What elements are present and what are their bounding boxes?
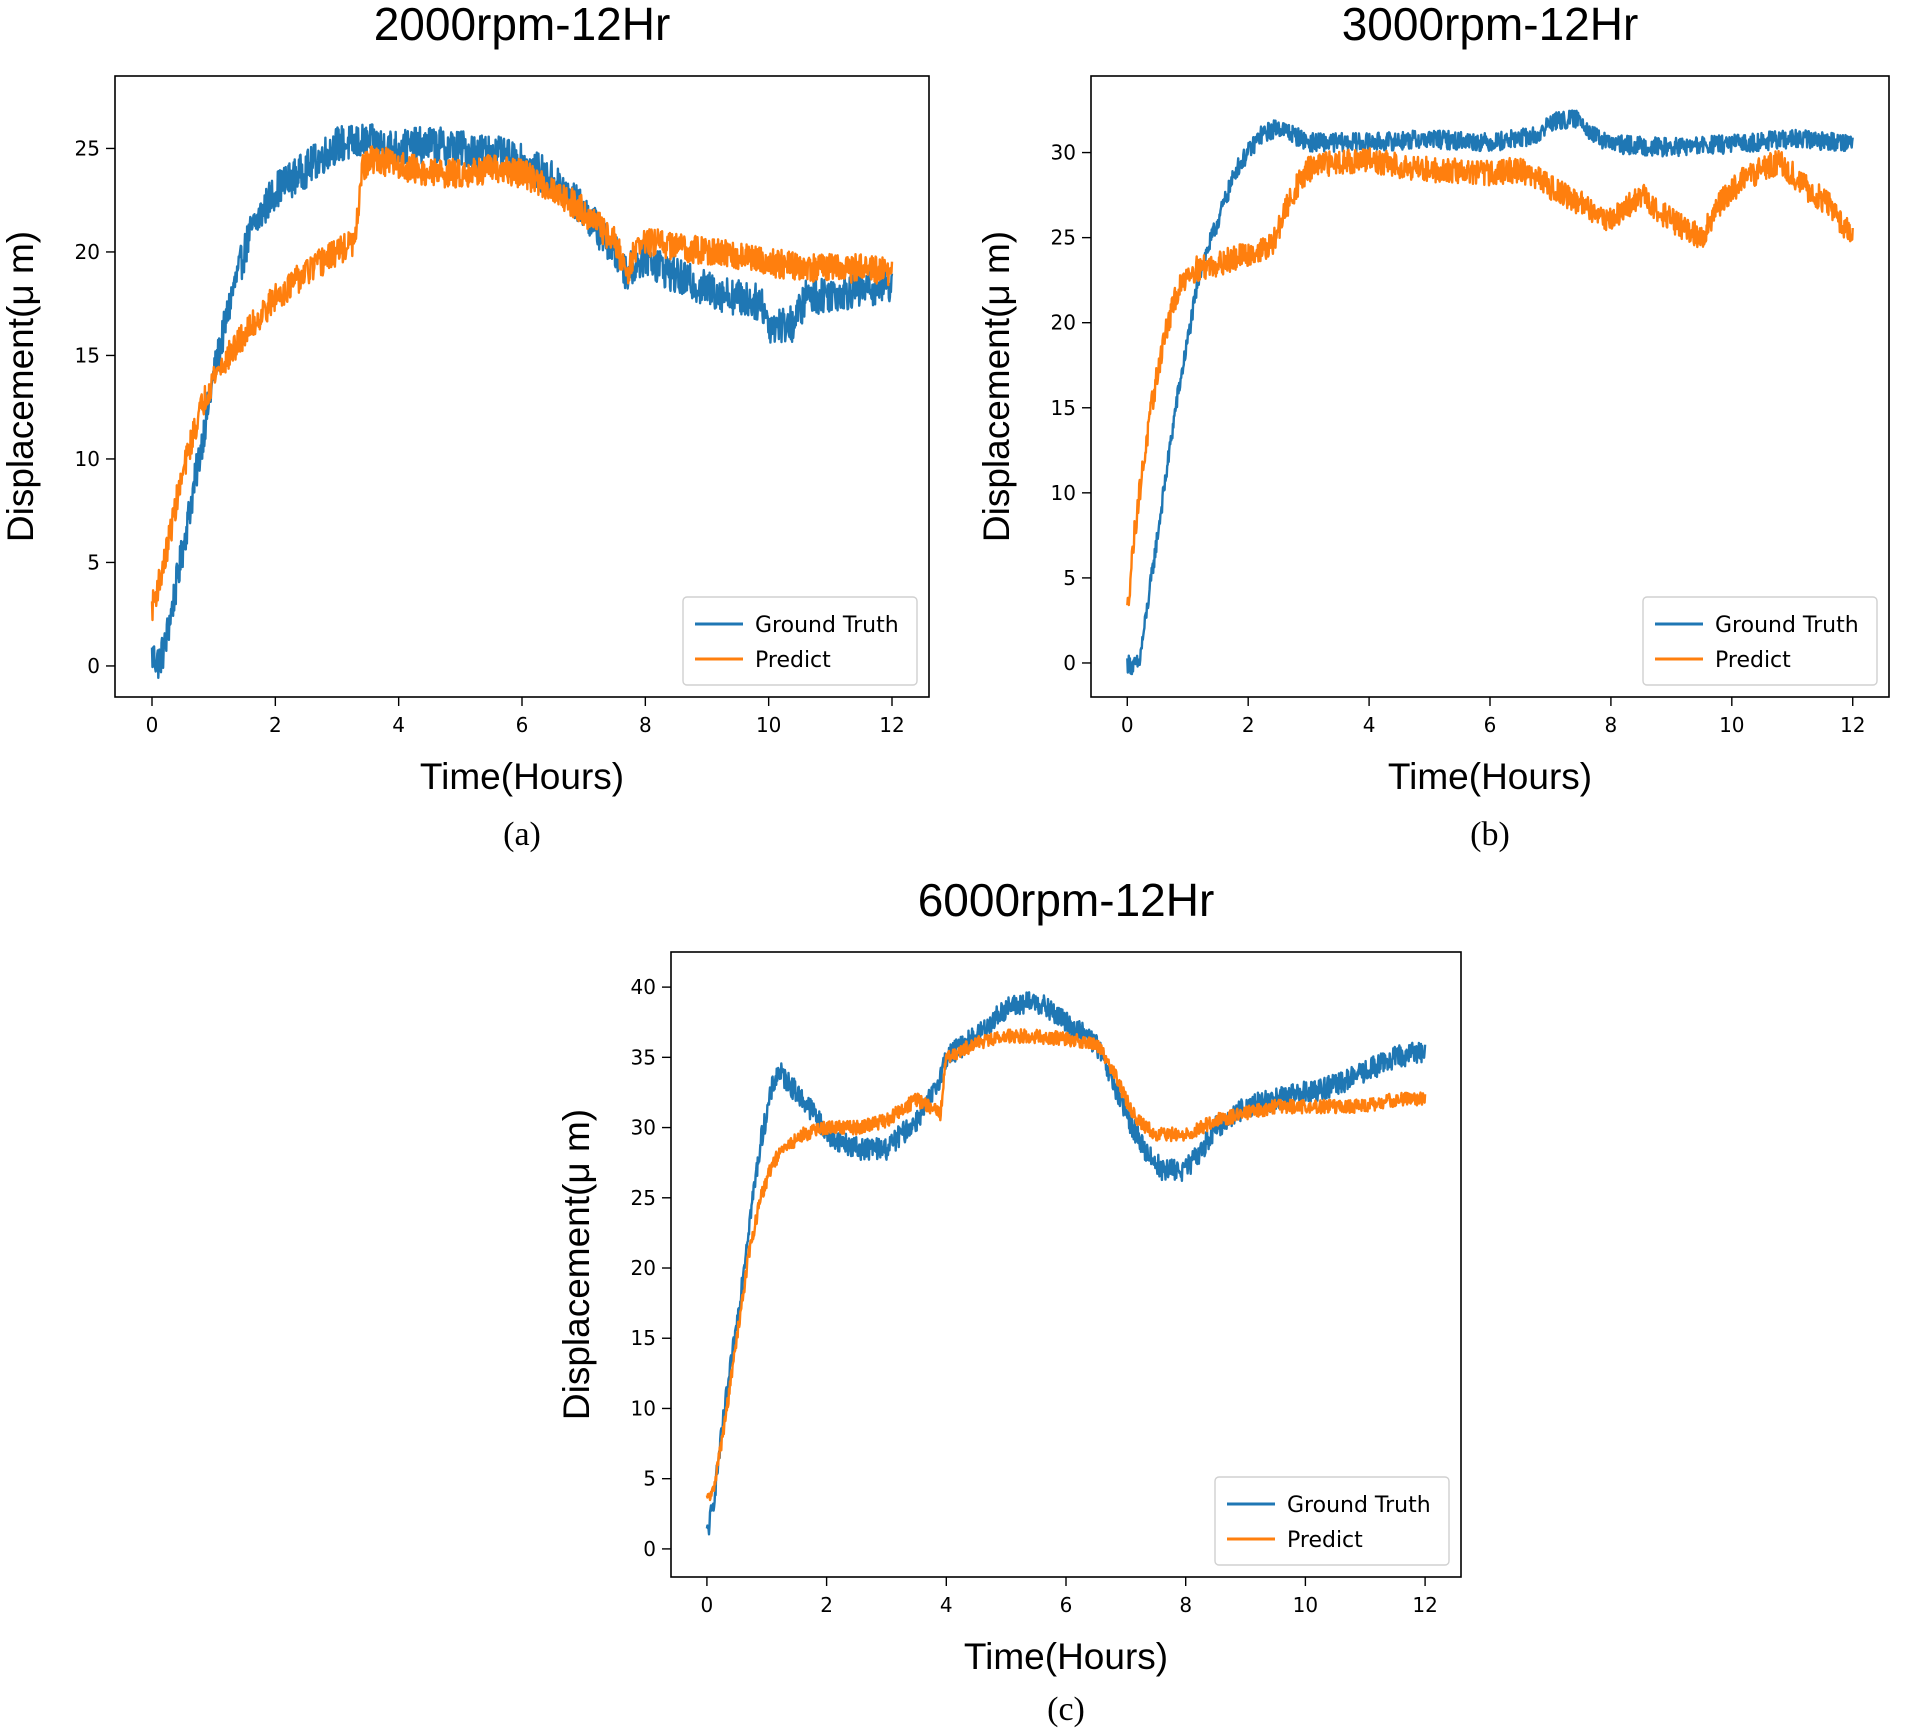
y-tick-label: 25 (75, 136, 100, 160)
y-tick-label: 20 (1051, 311, 1076, 335)
y-tick-label: 0 (1063, 651, 1076, 675)
panel-caption: (a) (503, 816, 541, 853)
x-tick-label: 4 (940, 1593, 953, 1617)
y-tick-label: 40 (631, 975, 656, 999)
y-tick-label: 25 (631, 1186, 656, 1210)
y-axis-label: Displacement(μ m) (976, 231, 1017, 542)
chart-panel-a: 2000rpm-12Hr 0 2 4 6 8 10 12 0 5 10 15 20 25 Time(Hour… (0, 0, 930, 853)
chart-panel-b: 3000rpm-12Hr 0 2 4 6 8 10 12 0 5 10 15 20 25 30 Time(Ho… (976, 0, 1890, 853)
legend-entry: Predict (755, 648, 831, 673)
series-line-ground-truth (150, 123, 894, 679)
y-tick-label: 5 (1063, 566, 1076, 590)
x-tick-label: 2 (820, 1593, 833, 1617)
y-tick-label: 20 (75, 240, 100, 264)
x-tick-label: 0 (146, 713, 159, 737)
x-tick-label: 8 (1605, 713, 1618, 737)
legend-entry: Predict (1715, 648, 1791, 673)
legend-entry: Predict (1287, 1528, 1363, 1553)
y-tick-label: 15 (1051, 396, 1076, 420)
legend-entry: Ground Truth (1287, 1493, 1431, 1518)
y-tick-label: 25 (1051, 226, 1076, 250)
chart-title: 2000rpm-12Hr (374, 0, 671, 50)
x-tick-label: 8 (639, 713, 652, 737)
chart-title: 6000rpm-12Hr (918, 874, 1215, 926)
x-tick-label: 4 (392, 713, 405, 737)
y-tick-label: 35 (631, 1045, 656, 1069)
y-tick-label: 20 (631, 1256, 656, 1280)
x-tick-label: 4 (1363, 713, 1376, 737)
x-tick-label: 10 (1719, 713, 1744, 737)
legend-box (682, 596, 918, 686)
y-tick-label: 0 (87, 654, 100, 678)
series-line-ground-truth (1126, 109, 1854, 676)
y-tick-label: 15 (631, 1326, 656, 1350)
series-line-predict (705, 1028, 1427, 1502)
y-tick-label: 0 (643, 1537, 656, 1561)
legend-box (1214, 1476, 1450, 1566)
x-tick-label: 6 (516, 713, 529, 737)
x-tick-label: 12 (879, 713, 904, 737)
y-axis-label: Displacement(μ m) (0, 231, 41, 542)
x-tick-label: 6 (1484, 713, 1497, 737)
x-tick-label: 2 (269, 713, 282, 737)
series-line-ground-truth (705, 991, 1427, 1536)
x-tick-label: 2 (1242, 713, 1255, 737)
legend: Ground Truth Predict (1642, 596, 1878, 686)
x-tick-label: 12 (1840, 713, 1865, 737)
y-tick-label: 30 (631, 1116, 656, 1140)
x-tick-label: 0 (701, 1593, 714, 1617)
x-axis-label: Time(Hours) (420, 756, 624, 797)
x-tick-label: 6 (1060, 1593, 1073, 1617)
x-tick-label: 10 (756, 713, 781, 737)
y-axis-label: Displacement(μ m) (556, 1109, 597, 1420)
x-tick-label: 10 (1293, 1593, 1318, 1617)
panel-caption: (c) (1047, 1691, 1085, 1728)
y-tick-label: 5 (87, 550, 100, 574)
x-tick-label: 8 (1179, 1593, 1192, 1617)
y-tick-label: 5 (643, 1467, 656, 1491)
legend-entry: Ground Truth (755, 613, 899, 638)
x-axis-label: Time(Hours) (1388, 756, 1592, 797)
chart-panel-c: 6000rpm-12Hr 0 2 4 6 8 10 12 0 5 10 15 20 25 30 35 40 Tim… (556, 874, 1462, 1728)
y-tick-label: 10 (75, 447, 100, 471)
legend-entry: Ground Truth (1715, 613, 1859, 638)
legend: Ground Truth Predict (682, 596, 918, 686)
x-tick-label: 0 (1121, 713, 1134, 737)
y-tick-label: 15 (75, 343, 100, 367)
y-tick-label: 10 (631, 1396, 656, 1420)
legend-box (1642, 596, 1878, 686)
x-axis-label: Time(Hours) (964, 1636, 1168, 1677)
y-tick-label: 30 (1051, 141, 1076, 165)
series-line-predict (1126, 147, 1854, 607)
y-tick-label: 10 (1051, 481, 1076, 505)
x-tick-label: 12 (1412, 1593, 1437, 1617)
panel-caption: (b) (1470, 816, 1510, 853)
chart-title: 3000rpm-12Hr (1342, 0, 1639, 50)
legend: Ground Truth Predict (1214, 1476, 1450, 1566)
series-line-predict (150, 145, 894, 622)
